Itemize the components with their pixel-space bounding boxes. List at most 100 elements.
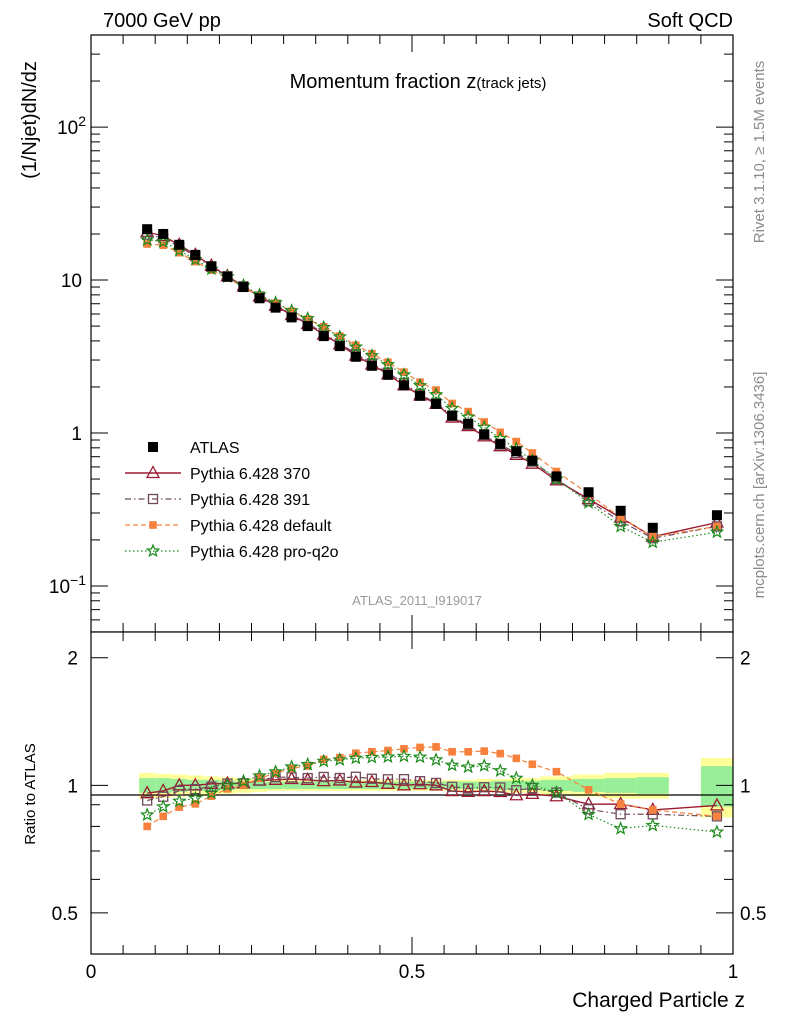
- ratio-point: [527, 782, 538, 794]
- data-point: [551, 471, 562, 482]
- y-tick-label: 10: [61, 271, 82, 292]
- ratio-point: [300, 772, 315, 786]
- legend-marker: [147, 493, 159, 505]
- ratio-point: [143, 822, 151, 831]
- data-point: [447, 410, 458, 421]
- ratio-point: [432, 743, 440, 751]
- data-point: [400, 368, 408, 376]
- ratio-point: [709, 797, 725, 811]
- ratio-point: [332, 752, 348, 767]
- ratio-point: [316, 753, 331, 768]
- band-inner-green: [524, 780, 541, 790]
- legend-marker: [149, 521, 157, 529]
- data-point: [155, 234, 171, 248]
- band-inner-green: [700, 766, 733, 807]
- ratio-point: [287, 764, 296, 773]
- band-inner-green: [267, 781, 284, 790]
- data-point: [495, 438, 506, 449]
- data-point: [527, 455, 538, 466]
- data-point: [174, 239, 185, 250]
- data-point: [463, 418, 474, 429]
- y-tick-label: 10−1: [49, 572, 86, 598]
- ratio-point: [511, 785, 522, 796]
- data-point: [334, 341, 345, 352]
- ratio-y-tick-label-right: 2: [740, 649, 751, 670]
- data-point: [416, 378, 424, 386]
- ratio-point: [412, 776, 428, 790]
- ratio-point: [271, 769, 280, 777]
- data-point: [366, 360, 377, 371]
- ratio-point: [461, 783, 476, 797]
- ratio-point: [446, 781, 458, 792]
- ratio-point: [430, 777, 442, 789]
- ratio-point: [204, 785, 219, 800]
- band-inner-green: [363, 781, 380, 790]
- ratio-point: [364, 774, 379, 788]
- ratio-point: [319, 755, 328, 764]
- data-point: [384, 358, 392, 367]
- ratio-point: [525, 777, 540, 792]
- ratio-point: [188, 790, 203, 805]
- data-point: [270, 302, 281, 313]
- data-point: [428, 387, 444, 401]
- ratio-point: [303, 762, 312, 770]
- plot-title: Momentum fraction z(track jets): [290, 71, 547, 93]
- ratio-point: [615, 809, 626, 820]
- data-point: [348, 339, 364, 354]
- ratio-point: [512, 754, 521, 763]
- rivet-version-label: Rivet 3.1.10, ≥ 1.5M events: [751, 61, 768, 244]
- ratio-series-pythia-6-428-pro-q2o: [139, 748, 725, 839]
- data-point: [711, 510, 722, 521]
- ratio-point: [464, 747, 472, 756]
- ratio-point: [380, 749, 396, 764]
- y-tick-label: 1: [71, 424, 82, 445]
- series-line: [147, 243, 717, 538]
- legend-label: Pythia 6.428 pro-q2o: [190, 544, 339, 561]
- process-label: Soft QCD: [647, 10, 733, 32]
- ratio-point: [709, 824, 725, 839]
- ratio-point: [140, 785, 155, 799]
- ratio-data-marks: [139, 743, 725, 839]
- data-point: [302, 321, 313, 332]
- band-inner-green: [636, 777, 669, 794]
- source-label: mcplots.cern.ch [arXiv:1306.3436]: [751, 372, 768, 599]
- x-axis-label: Charged Particle z: [572, 989, 745, 1012]
- data-point: [287, 307, 296, 316]
- data-point: [368, 349, 376, 358]
- ratio-point: [350, 771, 361, 782]
- ratio-point: [316, 773, 331, 787]
- ratio-y-tick-label-left: 2: [67, 649, 78, 670]
- ratio-point: [366, 773, 378, 784]
- legend-entry: Pythia 6.428 default: [125, 518, 332, 535]
- ratio-point: [206, 781, 217, 792]
- ratio-point: [156, 783, 171, 797]
- ratio-point: [334, 772, 345, 784]
- ratio-point: [583, 804, 594, 815]
- data-point: [709, 524, 725, 539]
- ratio-point: [648, 806, 657, 814]
- legend-label: Pythia 6.428 391: [190, 492, 310, 509]
- legend-marker: [148, 442, 158, 452]
- data-point: [335, 332, 344, 340]
- data-point: [319, 322, 328, 331]
- data-point: [332, 329, 348, 344]
- data-point: [583, 487, 594, 498]
- ratio-point: [155, 799, 171, 813]
- ratio-point: [348, 750, 364, 765]
- ratio-plot-area: 0.5 0.5 1 1 2 2 0 0.5 1 Ratio to ATLAS Charged P…: [22, 631, 766, 1012]
- main-data-marks: [139, 224, 725, 549]
- ratio-point: [509, 770, 524, 785]
- data-point: [350, 351, 361, 362]
- legend-entry: Pythia 6.428 370: [125, 465, 310, 483]
- ratio-point: [396, 777, 412, 791]
- data-point: [142, 224, 153, 235]
- band-inner-green: [283, 781, 300, 790]
- ratio-y-tick-label-left: 0.5: [52, 904, 78, 925]
- ratio-point: [479, 782, 490, 793]
- data-point: [238, 282, 249, 293]
- y-axis-label: (1/Njet)dN/dz: [19, 61, 41, 179]
- data-point: [431, 398, 442, 409]
- data-point: [398, 380, 409, 391]
- data-point: [615, 505, 626, 516]
- ratio-point: [412, 749, 428, 764]
